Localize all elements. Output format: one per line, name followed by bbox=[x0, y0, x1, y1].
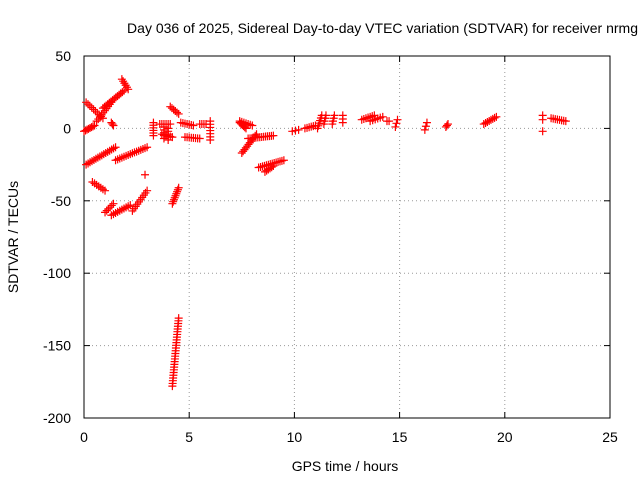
y-tick-label: -150 bbox=[43, 338, 71, 354]
x-axis-title: GPS time / hours bbox=[292, 458, 399, 474]
y-tick-label: -200 bbox=[43, 410, 71, 426]
y-tick-label: -100 bbox=[43, 265, 71, 281]
data-point bbox=[267, 163, 276, 172]
y-tick-labels: 50 0 -50 -100 -150 -200 bbox=[43, 48, 71, 426]
data-point bbox=[392, 119, 401, 128]
data-point bbox=[82, 98, 91, 107]
data-point bbox=[120, 79, 129, 88]
plot-frame bbox=[83, 55, 611, 419]
data-point bbox=[378, 112, 387, 121]
data-point bbox=[122, 83, 131, 92]
data-point bbox=[141, 170, 150, 179]
data-point bbox=[170, 193, 179, 202]
data-point bbox=[101, 208, 110, 217]
y-tick-label: -50 bbox=[51, 193, 71, 209]
data-point bbox=[143, 186, 152, 195]
data-point bbox=[173, 185, 182, 194]
data-point bbox=[422, 118, 431, 127]
data-point bbox=[164, 135, 173, 144]
data-point bbox=[159, 134, 168, 143]
x-tick-label: 20 bbox=[497, 429, 513, 445]
data-point bbox=[195, 134, 204, 143]
x-tick-label: 0 bbox=[80, 429, 88, 445]
data-point bbox=[90, 121, 99, 130]
chart-title: Day 036 of 2025, Sidereal Day-to-day VTE… bbox=[127, 20, 638, 36]
data-point bbox=[492, 112, 501, 121]
data-point bbox=[117, 75, 126, 84]
data-point bbox=[102, 206, 111, 215]
data-point bbox=[172, 108, 181, 117]
x-tick-labels: 0 5 10 15 20 25 bbox=[80, 429, 618, 445]
data-point bbox=[87, 103, 96, 112]
data-point bbox=[338, 111, 347, 120]
data-point bbox=[89, 122, 98, 131]
y-tick-label: 50 bbox=[55, 48, 71, 64]
data-point bbox=[166, 120, 175, 129]
data-point bbox=[538, 115, 547, 124]
data-point bbox=[107, 201, 116, 210]
data-point bbox=[101, 186, 110, 195]
data-point bbox=[174, 183, 183, 192]
data-point bbox=[443, 120, 452, 129]
data-point bbox=[538, 127, 547, 136]
data-point bbox=[91, 107, 100, 116]
data-point bbox=[442, 121, 451, 130]
data-point bbox=[169, 195, 178, 204]
x-tick-label: 5 bbox=[185, 429, 193, 445]
data-point bbox=[143, 143, 152, 152]
data-point bbox=[420, 125, 429, 134]
data-point bbox=[171, 191, 180, 200]
y-axis-title: SDTVAR / TECUs bbox=[5, 181, 21, 293]
data-point bbox=[104, 204, 113, 213]
data-point bbox=[111, 143, 120, 152]
data-point bbox=[109, 121, 118, 130]
x-tick-label: 25 bbox=[602, 429, 618, 445]
data-point bbox=[89, 105, 98, 114]
data-point bbox=[321, 111, 330, 120]
grid bbox=[84, 56, 610, 418]
data-point bbox=[269, 162, 278, 171]
data-point bbox=[206, 135, 215, 144]
data-point bbox=[421, 122, 430, 131]
data-point bbox=[393, 115, 402, 124]
data-point bbox=[490, 113, 499, 122]
data-point bbox=[391, 122, 400, 131]
data-point bbox=[561, 117, 570, 126]
data-point bbox=[279, 156, 288, 165]
data-point bbox=[189, 121, 198, 130]
data-point bbox=[169, 197, 178, 206]
data-point bbox=[83, 100, 92, 109]
data-points bbox=[80, 75, 570, 391]
y-tick-label: 0 bbox=[63, 120, 71, 136]
data-point bbox=[385, 117, 394, 126]
data-point bbox=[330, 111, 339, 120]
data-point bbox=[173, 187, 182, 196]
data-point bbox=[294, 125, 303, 134]
data-point bbox=[174, 314, 183, 323]
data-point bbox=[126, 201, 135, 210]
data-point bbox=[121, 81, 130, 90]
data-point bbox=[119, 77, 128, 86]
data-point bbox=[174, 109, 183, 118]
data-point bbox=[118, 88, 127, 97]
data-point bbox=[172, 189, 181, 198]
x-tick-label: 15 bbox=[392, 429, 408, 445]
data-point bbox=[109, 199, 118, 208]
data-point bbox=[109, 144, 118, 153]
data-point bbox=[269, 131, 278, 140]
data-point bbox=[149, 131, 158, 140]
data-point bbox=[168, 199, 177, 208]
data-point bbox=[124, 85, 133, 94]
data-point bbox=[106, 203, 115, 212]
data-point bbox=[85, 101, 94, 110]
data-point bbox=[248, 121, 257, 130]
x-tick-label: 10 bbox=[287, 429, 303, 445]
data-point bbox=[108, 120, 117, 129]
